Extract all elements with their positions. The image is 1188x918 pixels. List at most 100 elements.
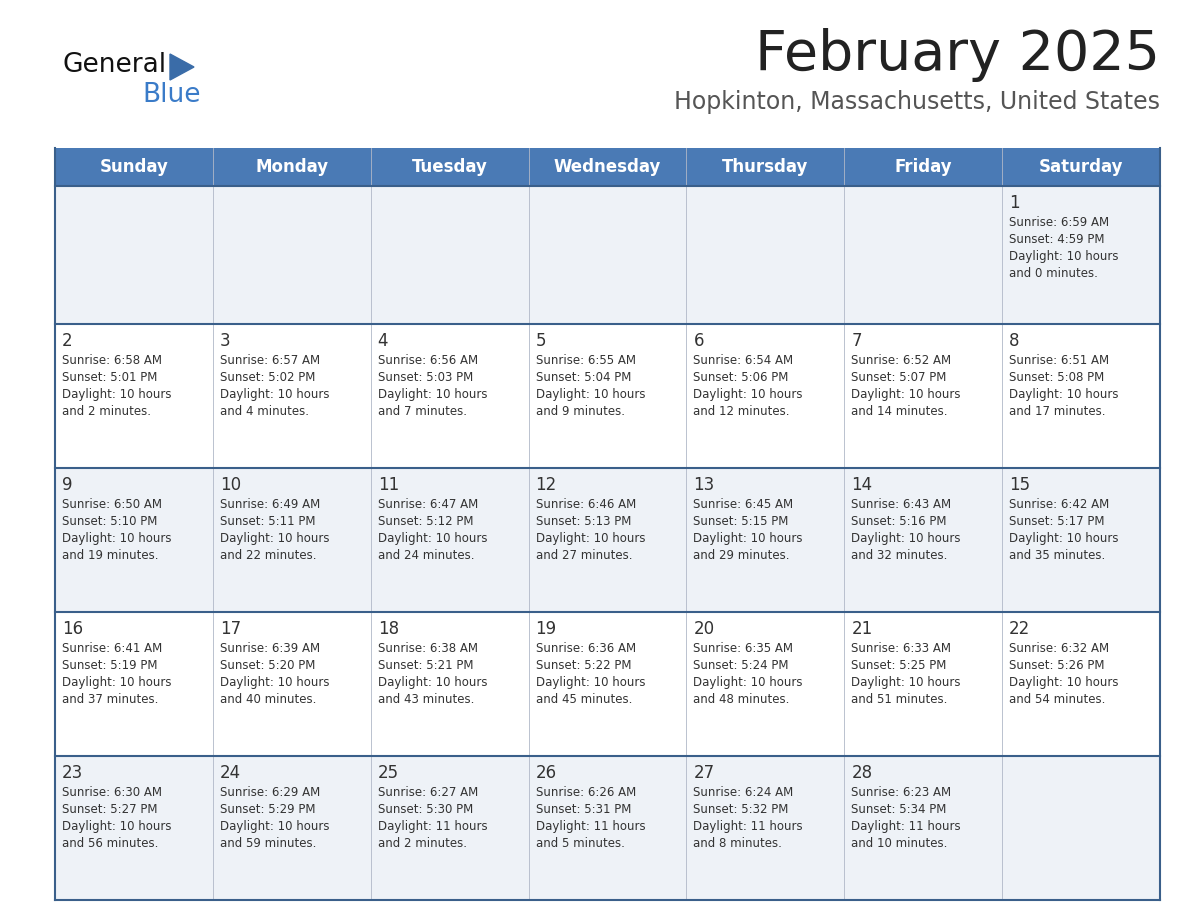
Text: Sunset: 5:32 PM: Sunset: 5:32 PM xyxy=(694,803,789,816)
Text: 10: 10 xyxy=(220,476,241,494)
Text: and 19 minutes.: and 19 minutes. xyxy=(62,549,158,562)
Text: and 14 minutes.: and 14 minutes. xyxy=(852,405,948,418)
Text: Sunrise: 6:52 AM: Sunrise: 6:52 AM xyxy=(852,354,952,367)
Text: 6: 6 xyxy=(694,332,704,350)
Text: Daylight: 10 hours: Daylight: 10 hours xyxy=(852,532,961,545)
Bar xyxy=(55,186,1159,324)
Text: Sunset: 5:15 PM: Sunset: 5:15 PM xyxy=(694,515,789,528)
Text: and 43 minutes.: and 43 minutes. xyxy=(378,693,474,706)
Text: 11: 11 xyxy=(378,476,399,494)
Text: Sunset: 5:07 PM: Sunset: 5:07 PM xyxy=(852,371,947,384)
Text: 9: 9 xyxy=(62,476,72,494)
Text: Sunrise: 6:58 AM: Sunrise: 6:58 AM xyxy=(62,354,162,367)
Text: Friday: Friday xyxy=(895,158,952,176)
Bar xyxy=(55,612,1159,756)
Text: Saturday: Saturday xyxy=(1038,158,1124,176)
Text: and 37 minutes.: and 37 minutes. xyxy=(62,693,158,706)
Text: and 35 minutes.: and 35 minutes. xyxy=(1009,549,1105,562)
Text: Tuesday: Tuesday xyxy=(412,158,487,176)
Text: and 9 minutes.: and 9 minutes. xyxy=(536,405,625,418)
Text: and 59 minutes.: and 59 minutes. xyxy=(220,837,316,850)
Text: and 27 minutes.: and 27 minutes. xyxy=(536,549,632,562)
Text: 27: 27 xyxy=(694,764,714,782)
Text: Daylight: 10 hours: Daylight: 10 hours xyxy=(62,388,171,401)
Text: Sunset: 5:34 PM: Sunset: 5:34 PM xyxy=(852,803,947,816)
Text: 3: 3 xyxy=(220,332,230,350)
Text: Sunset: 5:27 PM: Sunset: 5:27 PM xyxy=(62,803,158,816)
Text: 22: 22 xyxy=(1009,620,1030,638)
Text: 21: 21 xyxy=(852,620,872,638)
Text: Sunset: 5:24 PM: Sunset: 5:24 PM xyxy=(694,659,789,672)
Text: Sunset: 5:11 PM: Sunset: 5:11 PM xyxy=(220,515,315,528)
Text: 15: 15 xyxy=(1009,476,1030,494)
Text: Sunset: 5:16 PM: Sunset: 5:16 PM xyxy=(852,515,947,528)
Bar xyxy=(55,148,1159,186)
Text: Daylight: 10 hours: Daylight: 10 hours xyxy=(378,388,487,401)
Text: 17: 17 xyxy=(220,620,241,638)
Text: 1: 1 xyxy=(1009,194,1019,212)
Text: Daylight: 10 hours: Daylight: 10 hours xyxy=(1009,388,1119,401)
Text: Sunset: 5:04 PM: Sunset: 5:04 PM xyxy=(536,371,631,384)
Text: 26: 26 xyxy=(536,764,557,782)
Text: and 54 minutes.: and 54 minutes. xyxy=(1009,693,1106,706)
Text: Wednesday: Wednesday xyxy=(554,158,662,176)
Text: Daylight: 10 hours: Daylight: 10 hours xyxy=(220,820,329,833)
Text: and 5 minutes.: and 5 minutes. xyxy=(536,837,625,850)
Text: and 56 minutes.: and 56 minutes. xyxy=(62,837,158,850)
Text: and 4 minutes.: and 4 minutes. xyxy=(220,405,309,418)
Text: 8: 8 xyxy=(1009,332,1019,350)
Text: Sunset: 5:26 PM: Sunset: 5:26 PM xyxy=(1009,659,1105,672)
Text: Sunset: 5:30 PM: Sunset: 5:30 PM xyxy=(378,803,473,816)
Text: Sunset: 5:01 PM: Sunset: 5:01 PM xyxy=(62,371,157,384)
Text: Sunrise: 6:50 AM: Sunrise: 6:50 AM xyxy=(62,498,162,511)
Text: 13: 13 xyxy=(694,476,715,494)
Text: Sunrise: 6:46 AM: Sunrise: 6:46 AM xyxy=(536,498,636,511)
Text: Sunset: 5:29 PM: Sunset: 5:29 PM xyxy=(220,803,315,816)
Text: Sunset: 5:31 PM: Sunset: 5:31 PM xyxy=(536,803,631,816)
Text: Sunrise: 6:23 AM: Sunrise: 6:23 AM xyxy=(852,786,952,799)
Text: and 0 minutes.: and 0 minutes. xyxy=(1009,267,1098,280)
Text: Daylight: 10 hours: Daylight: 10 hours xyxy=(536,532,645,545)
Text: Sunrise: 6:54 AM: Sunrise: 6:54 AM xyxy=(694,354,794,367)
Bar xyxy=(55,324,1159,468)
Text: Sunrise: 6:24 AM: Sunrise: 6:24 AM xyxy=(694,786,794,799)
Text: Blue: Blue xyxy=(143,82,201,108)
Text: Daylight: 10 hours: Daylight: 10 hours xyxy=(1009,676,1119,689)
Text: 12: 12 xyxy=(536,476,557,494)
Text: Sunday: Sunday xyxy=(100,158,169,176)
Text: Sunset: 5:08 PM: Sunset: 5:08 PM xyxy=(1009,371,1105,384)
Text: Daylight: 10 hours: Daylight: 10 hours xyxy=(62,820,171,833)
Text: Daylight: 10 hours: Daylight: 10 hours xyxy=(220,676,329,689)
Text: Sunrise: 6:57 AM: Sunrise: 6:57 AM xyxy=(220,354,320,367)
Text: Sunset: 5:22 PM: Sunset: 5:22 PM xyxy=(536,659,631,672)
Text: 2: 2 xyxy=(62,332,72,350)
Text: 28: 28 xyxy=(852,764,872,782)
Text: Daylight: 11 hours: Daylight: 11 hours xyxy=(378,820,487,833)
Text: Daylight: 10 hours: Daylight: 10 hours xyxy=(220,532,329,545)
Text: 19: 19 xyxy=(536,620,557,638)
Text: Daylight: 10 hours: Daylight: 10 hours xyxy=(378,676,487,689)
Text: Daylight: 10 hours: Daylight: 10 hours xyxy=(1009,532,1119,545)
Text: Sunset: 4:59 PM: Sunset: 4:59 PM xyxy=(1009,233,1105,246)
Text: February 2025: February 2025 xyxy=(756,28,1159,82)
Text: 7: 7 xyxy=(852,332,861,350)
Text: Daylight: 11 hours: Daylight: 11 hours xyxy=(852,820,961,833)
Text: and 7 minutes.: and 7 minutes. xyxy=(378,405,467,418)
Text: Sunset: 5:13 PM: Sunset: 5:13 PM xyxy=(536,515,631,528)
Text: Sunrise: 6:29 AM: Sunrise: 6:29 AM xyxy=(220,786,320,799)
Text: Daylight: 10 hours: Daylight: 10 hours xyxy=(220,388,329,401)
Text: Sunrise: 6:36 AM: Sunrise: 6:36 AM xyxy=(536,642,636,655)
Text: and 10 minutes.: and 10 minutes. xyxy=(852,837,948,850)
Bar xyxy=(55,468,1159,612)
Text: 4: 4 xyxy=(378,332,388,350)
Text: Sunrise: 6:51 AM: Sunrise: 6:51 AM xyxy=(1009,354,1110,367)
Text: and 24 minutes.: and 24 minutes. xyxy=(378,549,474,562)
Text: Daylight: 11 hours: Daylight: 11 hours xyxy=(694,820,803,833)
Text: and 12 minutes.: and 12 minutes. xyxy=(694,405,790,418)
Text: Sunrise: 6:39 AM: Sunrise: 6:39 AM xyxy=(220,642,320,655)
Text: Hopkinton, Massachusetts, United States: Hopkinton, Massachusetts, United States xyxy=(674,90,1159,114)
Text: 16: 16 xyxy=(62,620,83,638)
Text: Sunrise: 6:26 AM: Sunrise: 6:26 AM xyxy=(536,786,636,799)
Text: Monday: Monday xyxy=(255,158,328,176)
Text: Daylight: 10 hours: Daylight: 10 hours xyxy=(852,388,961,401)
